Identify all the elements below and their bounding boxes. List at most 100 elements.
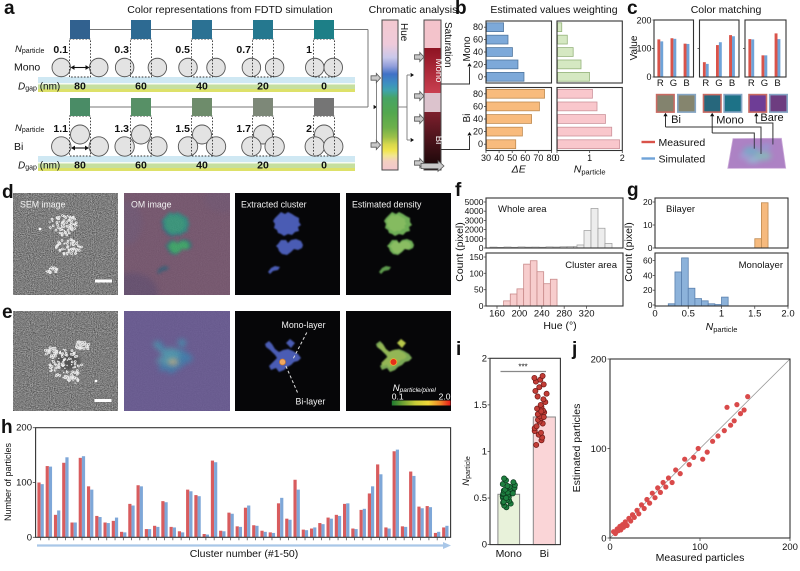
svg-text:***: *** [518, 363, 527, 372]
svg-text:200: 200 [16, 423, 32, 434]
svg-text:Bi: Bi [14, 141, 23, 153]
svg-text:60: 60 [473, 101, 483, 111]
svg-text:OM image: OM image [131, 200, 172, 210]
svg-text:80: 80 [74, 81, 86, 93]
svg-text:20: 20 [643, 285, 653, 295]
svg-text:60: 60 [520, 153, 530, 163]
svg-text:100: 100 [692, 542, 708, 553]
svg-text:0.5: 0.5 [474, 493, 487, 504]
svg-text:2.0: 2.0 [781, 309, 794, 320]
svg-text:SEM image: SEM image [20, 200, 66, 210]
svg-text:Estimated values weighting: Estimated values weighting [490, 4, 617, 16]
svg-text:1.1: 1.1 [53, 123, 68, 135]
svg-text:60: 60 [135, 160, 147, 172]
svg-text:h: h [1, 417, 13, 438]
svg-text:40: 40 [473, 114, 483, 124]
svg-text:Bilayer: Bilayer [666, 204, 695, 215]
svg-text:d: d [2, 182, 14, 203]
svg-text:G: G [715, 78, 722, 89]
svg-text:Nparticle: Nparticle [15, 44, 45, 55]
svg-text:Bi-layer: Bi-layer [296, 397, 326, 407]
svg-text:1.5: 1.5 [748, 309, 761, 320]
svg-text:2: 2 [306, 123, 312, 135]
svg-text:G: G [761, 78, 768, 89]
svg-text:30: 30 [481, 153, 491, 163]
svg-text:200: 200 [636, 16, 651, 26]
svg-text:0.1: 0.1 [53, 44, 68, 56]
svg-text:0: 0 [478, 139, 483, 149]
svg-text:1000: 1000 [465, 234, 484, 244]
svg-text:0: 0 [27, 532, 32, 543]
svg-text:Mono-layer: Mono-layer [282, 320, 326, 330]
svg-text:0: 0 [482, 540, 487, 551]
svg-text:B: B [774, 78, 780, 89]
svg-text:Value: Value [629, 35, 640, 60]
svg-text:Monolayer: Monolayer [739, 260, 783, 271]
svg-text:0.3: 0.3 [114, 44, 129, 56]
svg-text:20: 20 [257, 81, 269, 93]
svg-text:4000: 4000 [465, 206, 484, 216]
svg-text:40: 40 [196, 81, 208, 93]
svg-text:a: a [4, 0, 15, 19]
svg-text:0.7: 0.7 [236, 44, 251, 56]
svg-text:1: 1 [306, 44, 312, 56]
svg-text:Nparticle: Nparticle [15, 123, 45, 134]
svg-text:R: R [702, 78, 709, 89]
svg-text:Measured particles: Measured particles [656, 552, 745, 564]
svg-text:0: 0 [479, 301, 484, 311]
svg-text:0.5: 0.5 [682, 309, 695, 320]
svg-text:0: 0 [607, 542, 612, 553]
svg-text:50: 50 [507, 153, 517, 163]
svg-text:40: 40 [643, 270, 653, 280]
svg-text:j: j [571, 339, 577, 360]
svg-text:Bi: Bi [433, 136, 444, 144]
svg-text:Mono: Mono [433, 59, 444, 83]
svg-text:Mono: Mono [462, 36, 473, 61]
svg-text:0: 0 [646, 72, 651, 82]
svg-text:3000: 3000 [465, 215, 484, 225]
svg-text:1.5: 1.5 [175, 123, 190, 135]
svg-text:B: B [729, 78, 735, 89]
svg-text:1: 1 [587, 153, 592, 163]
svg-text:80: 80 [473, 89, 483, 99]
svg-text:40: 40 [473, 47, 483, 57]
svg-text:150: 150 [469, 252, 483, 262]
svg-text:0: 0 [479, 243, 484, 253]
svg-text:Hue: Hue [398, 23, 409, 42]
svg-text:Number of particles: Number of particles [3, 442, 13, 521]
svg-text:f: f [455, 180, 462, 201]
svg-text:Color representations from FDT: Color representations from FDTD simulati… [127, 4, 333, 16]
svg-text:Count (pixel): Count (pixel) [454, 222, 466, 282]
svg-text:b: b [455, 0, 467, 19]
svg-text:80: 80 [546, 153, 556, 163]
svg-text:0: 0 [648, 300, 653, 310]
svg-text:Mono: Mono [716, 115, 744, 127]
svg-text:1.5: 1.5 [474, 400, 487, 411]
svg-text:Bi: Bi [540, 548, 549, 560]
svg-text:80: 80 [74, 160, 86, 172]
svg-text:Count (pixel): Count (pixel) [623, 222, 635, 282]
svg-text:80: 80 [473, 22, 483, 32]
svg-text:60: 60 [643, 256, 653, 266]
svg-text:Nparticle/pixel: Nparticle/pixel [393, 383, 437, 394]
svg-text:40: 40 [196, 160, 208, 172]
svg-text:Mono: Mono [496, 548, 522, 560]
svg-text:Saturation: Saturation [442, 22, 453, 68]
svg-text:Hue (°): Hue (°) [543, 320, 576, 332]
svg-text:20: 20 [473, 59, 483, 69]
svg-text:100: 100 [469, 268, 483, 278]
svg-text:0: 0 [478, 72, 483, 82]
svg-text:1: 1 [719, 309, 724, 320]
svg-text:0: 0 [601, 534, 606, 545]
svg-text:i: i [456, 339, 461, 360]
svg-text:Color matching: Color matching [691, 4, 762, 16]
svg-text:200: 200 [511, 309, 527, 320]
svg-text:20: 20 [643, 197, 653, 207]
svg-text:200: 200 [591, 355, 607, 366]
svg-text:Bi: Bi [671, 114, 681, 126]
svg-text:Cluster number (#1-50): Cluster number (#1-50) [190, 548, 299, 560]
svg-text:200: 200 [782, 542, 798, 553]
svg-text:50: 50 [474, 285, 484, 295]
svg-text:5000: 5000 [465, 197, 484, 207]
svg-text:160: 160 [489, 309, 505, 320]
